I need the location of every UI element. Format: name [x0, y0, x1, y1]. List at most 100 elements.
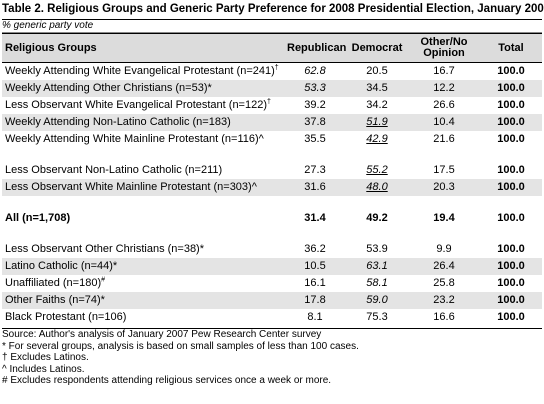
value-cell: 100.0: [480, 114, 542, 131]
label-text: Other Faiths (n=74)*: [5, 294, 105, 306]
header-cell: Republican: [284, 33, 346, 63]
data-row: Latino Catholic (n=44)* 10.5 63.1 26.4 100.0: [2, 258, 542, 275]
spacer-row: [2, 148, 542, 162]
value-cell: 55.2: [366, 164, 388, 176]
header-cell: Total: [480, 33, 542, 63]
data-row: All (n=1,708) 31.4 49.2 19.4 100.0: [2, 210, 542, 227]
value-cell: 20.5: [366, 65, 388, 77]
footnotes: Source: Author's analysis of January 200…: [2, 328, 542, 387]
spacer: [2, 148, 542, 162]
value-cell: 100.0: [480, 258, 542, 275]
results-table: Religious Groups Republican Democrat Other…: [2, 33, 542, 326]
header-cell: Democrat: [346, 33, 408, 63]
value-cell: 58.1: [366, 277, 388, 289]
data-row: Less Observant Other Christians (n=38)* 3…: [2, 241, 542, 258]
value-cell: 35.5: [304, 133, 326, 145]
table-body: Weekly Attending White Evangelical Prote…: [2, 63, 542, 327]
value-cell: 49.2: [366, 212, 388, 224]
note-mark: †: [274, 64, 279, 72]
note-mark: #: [101, 276, 106, 284]
data-row: Less Observant Non-Latino Catholic (n=21…: [2, 162, 542, 179]
document: Table 2. Religious Groups and Generic Pa…: [2, 0, 544, 387]
value-cell: 34.5: [346, 80, 408, 97]
data-row: Weekly Attending White Evangelical Prote…: [2, 63, 542, 81]
value-cell: 51.9: [346, 114, 408, 131]
footnote: ^ Includes Latinos.: [2, 363, 85, 375]
value-cell: 100.0: [497, 277, 525, 289]
value-cell: 27.3: [304, 164, 326, 176]
value-cell: 31.4: [304, 212, 326, 224]
row-label: Black Protestant (n=106): [2, 309, 284, 326]
value-cell: 19.4: [433, 212, 455, 224]
value-cell: 75.3: [366, 311, 388, 323]
row-label: Less Observant White Mainline Protestant…: [2, 179, 284, 196]
value-cell: 23.2: [408, 292, 480, 309]
label-text: Weekly Attending White Evangelical Prote…: [5, 65, 275, 77]
row-label: Less Observant Non-Latino Catholic (n=21…: [2, 162, 284, 179]
label-text: Less Observant Non-Latino Catholic (n=21…: [5, 164, 223, 176]
value-cell: 9.9: [436, 243, 452, 255]
value-cell: 48.0: [346, 179, 408, 196]
data-row: Black Protestant (n=106) 8.1 75.3 16.6 100.0: [2, 309, 542, 326]
value-cell: 59.0: [346, 292, 408, 309]
subtitle: % generic party vote: [2, 20, 542, 33]
row-label: Weekly Attending White Evangelical Prote…: [2, 63, 284, 81]
value-cell: 42.9: [366, 133, 388, 145]
value-cell: 8.1: [307, 311, 323, 323]
value-cell: 16.7: [433, 65, 455, 77]
value-cell: 100.0: [480, 179, 542, 196]
value-cell: 37.8: [284, 114, 346, 131]
header-row: Religious Groups Republican Democrat Other…: [2, 33, 542, 63]
value-cell: 16.1: [304, 277, 326, 289]
label-text: Unaffiliated (n=180): [5, 277, 102, 289]
row-label: Weekly Attending Other Christians (n=53)…: [2, 80, 284, 97]
value-cell: 100.0: [497, 164, 525, 176]
header-cell: Other/No Opinion: [408, 33, 480, 63]
value-cell: 17.8: [284, 292, 346, 309]
value-cell: 53.3: [284, 80, 346, 97]
row-label: Weekly Attending White Mainline Protesta…: [2, 131, 284, 148]
value-cell: 10.5: [284, 258, 346, 275]
footnote: # Excludes respondents attending religio…: [2, 375, 332, 386]
header-cell: Religious Groups: [2, 33, 284, 63]
label-text: Latino Catholic (n=44)*: [5, 260, 118, 272]
table-title: Table 2. Religious Groups and Generic Pa…: [2, 0, 544, 20]
spacer: [2, 196, 542, 210]
row-label: Unaffiliated (n=180)#: [2, 275, 284, 292]
label-text: Black Protestant (n=106): [5, 311, 127, 323]
value-cell: 100.0: [497, 311, 525, 323]
value-cell: 62.8: [304, 65, 326, 77]
data-row: Weekly Attending White Mainline Protesta…: [2, 131, 542, 148]
label-text: Weekly Attending Other Christians (n=53)…: [5, 82, 212, 94]
value-cell: 20.3: [408, 179, 480, 196]
value-cell: 63.1: [346, 258, 408, 275]
note-mark: †: [267, 98, 271, 106]
row-label: Other Faiths (n=74)*: [2, 292, 284, 309]
label-text: Less Observant White Mainline Protestant…: [5, 181, 257, 193]
value-cell: 100.0: [497, 65, 525, 77]
value-cell: 100.0: [480, 80, 542, 97]
value-cell: 12.2: [408, 80, 480, 97]
value-cell: 100.0: [497, 99, 525, 111]
footnote: † Excludes Latinos.: [2, 352, 89, 363]
value-cell: 36.2: [304, 243, 326, 255]
value-cell: 100.0: [497, 133, 525, 145]
label-text: Less Observant Other Christians (n=38)*: [5, 243, 205, 255]
value-cell: 25.8: [433, 277, 455, 289]
spacer-row: [2, 227, 542, 241]
footnote: * For several groups, analysis is based …: [2, 340, 359, 352]
value-cell: 26.6: [433, 99, 455, 111]
value-cell: 26.4: [408, 258, 480, 275]
value-cell: 53.9: [366, 243, 388, 255]
data-row: Unaffiliated (n=180)# 16.1 58.1 25.8 100.0: [2, 275, 542, 292]
data-row: Other Faiths (n=74)* 17.8 59.0 23.2 100.0: [2, 292, 542, 309]
data-row: Less Observant White Evangelical Protest…: [2, 97, 542, 114]
value-cell: 100.0: [480, 292, 542, 309]
row-label: All (n=1,708): [2, 210, 284, 227]
label-text: All (n=1,708): [5, 212, 71, 224]
value-cell: 34.2: [366, 99, 388, 111]
row-label: Less Observant White Evangelical Protest…: [2, 97, 284, 114]
row-label: Latino Catholic (n=44)*: [2, 258, 284, 275]
value-cell: 16.6: [433, 311, 455, 323]
row-label: Less Observant Other Christians (n=38)*: [2, 241, 284, 258]
